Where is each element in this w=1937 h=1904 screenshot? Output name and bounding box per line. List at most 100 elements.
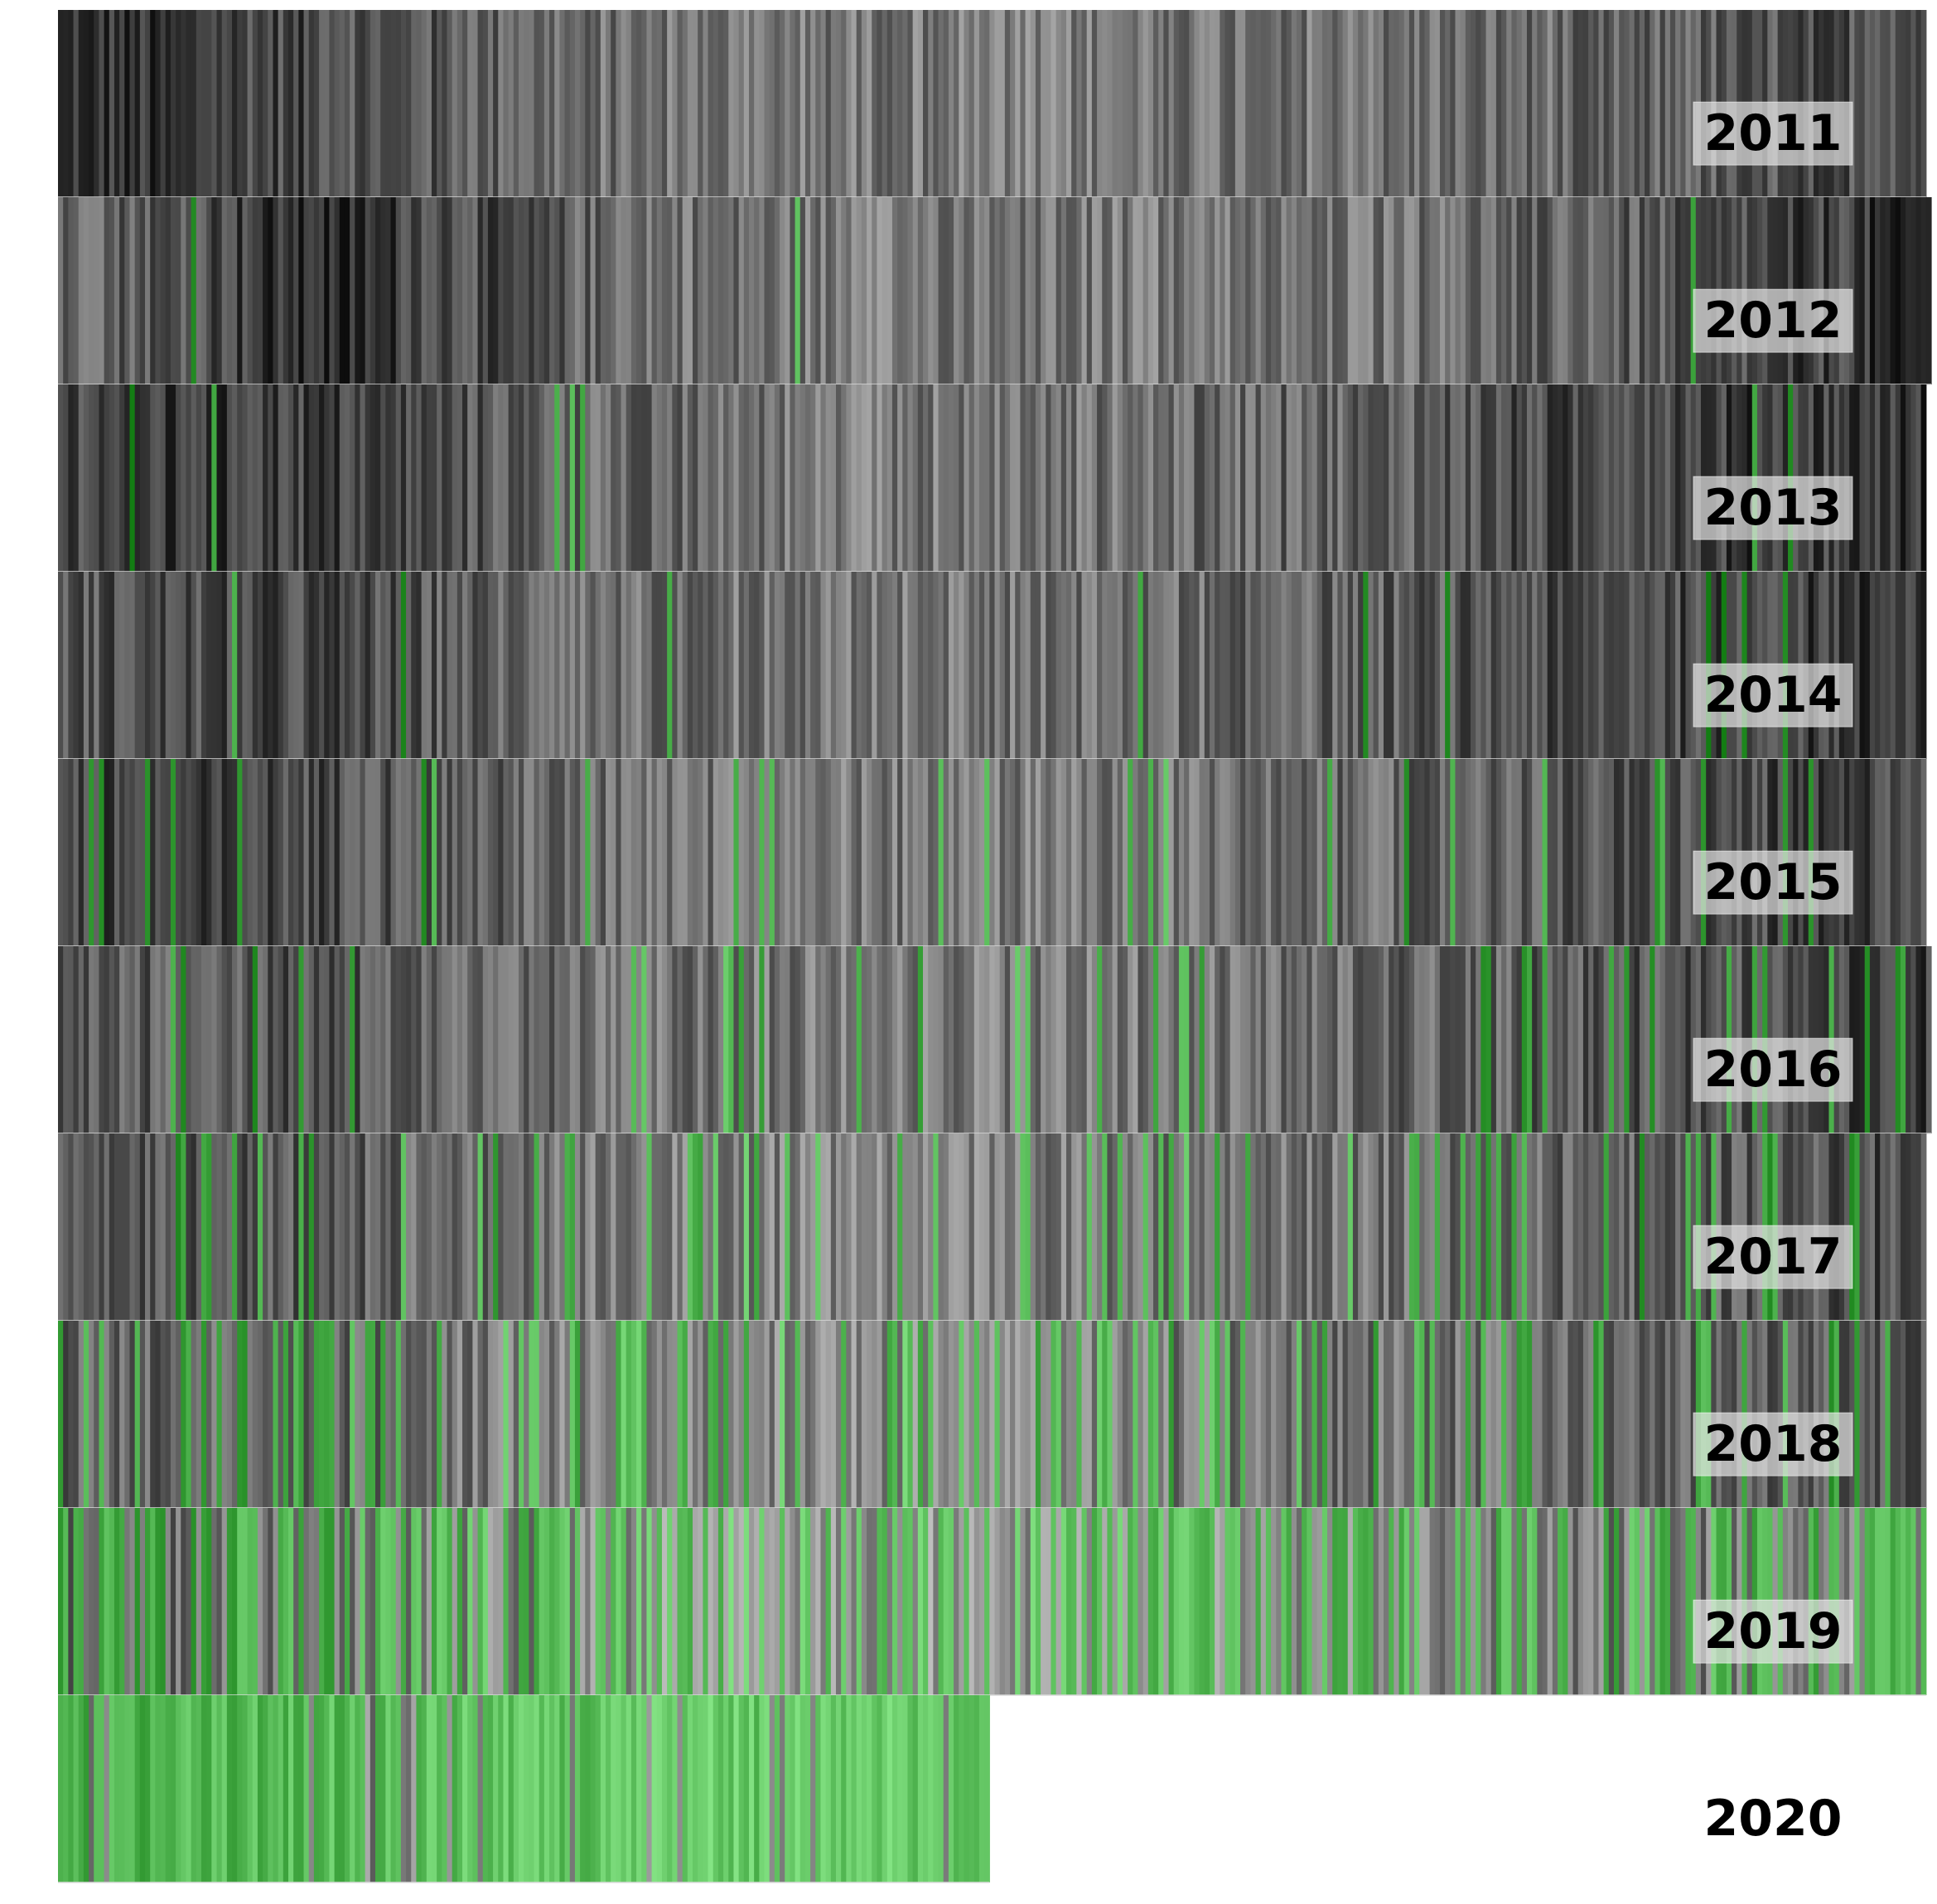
day-stripe-2011-174 xyxy=(943,10,949,197)
day-stripe-2014-94 xyxy=(534,572,540,759)
day-stripe-2011-95 xyxy=(539,10,545,197)
day-stripe-2017-101 xyxy=(569,1133,576,1321)
day-stripe-2016-361 xyxy=(1900,946,1906,1133)
day-stripe-2016-80 xyxy=(462,946,468,1133)
day-stripe-2016-290 xyxy=(1537,946,1543,1133)
day-stripe-2018-104 xyxy=(585,1321,592,1508)
day-stripe-2017-43 xyxy=(273,1133,279,1321)
day-stripe-2014-237 xyxy=(1265,572,1272,759)
day-stripe-2012-114 xyxy=(636,197,642,384)
day-stripe-2018-246 xyxy=(1311,1321,1318,1508)
day-stripe-2015-242 xyxy=(1291,759,1297,946)
day-stripe-2016-85 xyxy=(487,946,494,1133)
day-stripe-2016-267 xyxy=(1419,946,1426,1133)
day-stripe-2019-40 xyxy=(257,1508,263,1695)
day-stripe-2015-175 xyxy=(948,759,954,946)
day-stripe-2016-21 xyxy=(160,946,167,1133)
day-stripe-2014-95 xyxy=(539,572,545,759)
day-stripe-2018-39 xyxy=(252,1321,258,1508)
day-stripe-2013-195 xyxy=(1051,384,1057,572)
day-stripe-2019-68 xyxy=(400,1508,407,1695)
day-stripe-2011-100 xyxy=(564,10,571,197)
day-stripe-2017-145 xyxy=(795,1133,801,1321)
day-stripe-2012-61 xyxy=(365,197,371,384)
day-stripe-2020-8 xyxy=(94,1695,100,1882)
day-stripe-2014-291 xyxy=(1542,572,1548,759)
year-label-box-2018 xyxy=(1693,1412,1853,1476)
day-stripe-2011-86 xyxy=(493,10,499,197)
day-stripe-2019-132 xyxy=(728,1508,735,1695)
day-stripe-2017-74 xyxy=(431,1133,437,1321)
day-stripe-2011-353 xyxy=(1859,10,1866,197)
day-stripe-2014-318 xyxy=(1680,572,1687,759)
day-stripe-2020-69 xyxy=(406,1695,412,1882)
day-stripe-2014-36 xyxy=(237,572,243,759)
day-stripe-2012-209 xyxy=(1122,197,1128,384)
day-stripe-2013-4 xyxy=(73,384,80,572)
day-stripe-2014-220 xyxy=(1178,572,1185,759)
day-stripe-2015-311 xyxy=(1645,759,1650,946)
day-stripe-2018-88 xyxy=(503,1321,510,1508)
day-stripe-2011-180 xyxy=(973,10,980,197)
day-stripe-2018-258 xyxy=(1373,1321,1379,1508)
day-stripe-2014-161 xyxy=(877,572,883,759)
day-stripe-2012-13 xyxy=(119,197,125,384)
day-stripe-2017-215 xyxy=(1153,1133,1159,1321)
day-stripe-2017-107 xyxy=(600,1133,606,1321)
day-stripe-2016-68 xyxy=(400,946,407,1133)
day-stripe-2019-160 xyxy=(872,1508,878,1695)
day-stripe-2019-97 xyxy=(549,1508,555,1695)
day-stripe-2015-249 xyxy=(1327,759,1333,946)
day-stripe-2017-309 xyxy=(1634,1133,1640,1321)
day-stripe-2012-362 xyxy=(1906,197,1911,384)
day-stripe-2019-199 xyxy=(1071,1508,1077,1695)
day-stripe-2014-260 xyxy=(1384,572,1389,759)
day-stripe-2018-215 xyxy=(1153,1321,1159,1508)
day-stripe-2018-84 xyxy=(482,1321,489,1508)
day-stripe-2016-35 xyxy=(232,946,238,1133)
day-stripe-2012-220 xyxy=(1178,197,1185,384)
day-stripe-2020-110 xyxy=(616,1695,622,1882)
day-stripe-2018-28 xyxy=(196,1321,202,1508)
day-stripe-2018-3 xyxy=(68,1321,75,1508)
day-stripe-2016-364 xyxy=(1915,946,1922,1133)
day-stripe-2011-186 xyxy=(1004,10,1011,197)
day-stripe-2012-208 xyxy=(1117,197,1123,384)
day-stripe-2015-283 xyxy=(1501,759,1507,946)
day-stripe-2011-71 xyxy=(416,10,423,197)
day-stripe-2013-34 xyxy=(226,384,233,572)
day-stripe-2018-108 xyxy=(606,1321,611,1508)
day-stripe-2012-108 xyxy=(606,197,611,384)
day-stripe-2015-117 xyxy=(651,759,658,946)
day-stripe-2019-223 xyxy=(1194,1508,1200,1695)
day-stripe-2013-14 xyxy=(124,384,131,572)
day-stripe-2013-148 xyxy=(810,384,816,572)
day-stripe-2014-73 xyxy=(426,572,432,759)
day-stripe-2014-194 xyxy=(1046,572,1052,759)
day-stripe-2013-104 xyxy=(585,384,592,572)
day-stripe-2011-244 xyxy=(1302,10,1307,197)
day-stripe-2018-47 xyxy=(293,1321,299,1508)
day-stripe-2013-16 xyxy=(134,384,141,572)
day-stripe-2017-28 xyxy=(196,1133,202,1321)
day-stripe-2016-62 xyxy=(370,946,376,1133)
day-stripe-2017-283 xyxy=(1501,1133,1507,1321)
day-stripe-2018-34 xyxy=(226,1321,233,1508)
day-stripe-2015-256 xyxy=(1363,759,1369,946)
day-stripe-2019-209 xyxy=(1122,1508,1128,1695)
day-stripe-2018-220 xyxy=(1178,1321,1185,1508)
day-stripe-2016-32 xyxy=(216,946,223,1133)
day-stripe-2018-33 xyxy=(221,1321,228,1508)
day-stripe-2014-304 xyxy=(1608,572,1615,759)
day-stripe-2015-259 xyxy=(1378,759,1384,946)
day-stripe-2016-209 xyxy=(1122,946,1128,1133)
day-stripe-2013-143 xyxy=(785,384,790,572)
day-stripe-2015-55 xyxy=(334,759,341,946)
day-stripe-2013-217 xyxy=(1163,384,1170,572)
day-stripe-2015-198 xyxy=(1065,759,1072,946)
day-stripe-2012-5 xyxy=(78,197,85,384)
day-stripe-2012-235 xyxy=(1255,197,1262,384)
day-stripe-2018-190 xyxy=(1025,1321,1031,1508)
day-stripe-2018-192 xyxy=(1035,1321,1041,1508)
day-stripe-2011-9 xyxy=(99,10,105,197)
